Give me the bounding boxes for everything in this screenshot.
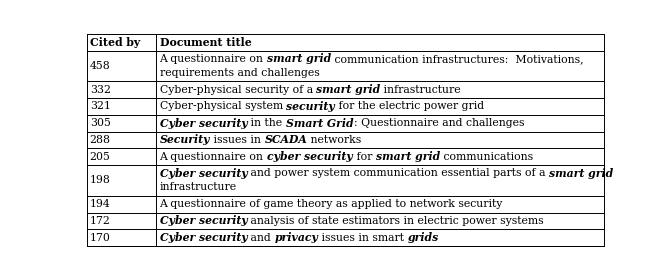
Text: in the: in the [247, 118, 286, 128]
Text: 288: 288 [90, 135, 111, 145]
Text: Smart Grid: Smart Grid [286, 118, 353, 129]
Text: communication infrastructures:  Motivations,: communication infrastructures: Motivatio… [331, 54, 584, 64]
Text: 305: 305 [90, 118, 111, 128]
Text: Cyber security: Cyber security [159, 232, 247, 243]
Text: communications: communications [439, 152, 533, 161]
Text: 458: 458 [90, 61, 110, 71]
Text: 172: 172 [90, 216, 111, 226]
Text: for: for [353, 152, 376, 161]
Text: Cyber-physical security of a: Cyber-physical security of a [159, 85, 316, 95]
Text: smart grid: smart grid [267, 53, 331, 65]
Text: Cyber security: Cyber security [159, 168, 247, 179]
Text: smart grid: smart grid [549, 168, 614, 179]
Text: security: security [286, 101, 335, 112]
Text: Document title: Document title [159, 37, 251, 48]
Text: analysis of state estimators in electric power systems: analysis of state estimators in electric… [247, 216, 544, 226]
Text: and: and [247, 233, 275, 243]
Text: infrastructure: infrastructure [380, 85, 461, 95]
Text: A questionnaire on: A questionnaire on [159, 54, 267, 64]
Text: A questionnaire of game theory as applied to network security: A questionnaire of game theory as applie… [159, 199, 503, 209]
Text: infrastructure: infrastructure [159, 183, 237, 193]
Text: cyber security: cyber security [267, 151, 353, 162]
Text: issues in smart: issues in smart [319, 233, 408, 243]
Text: grids: grids [408, 232, 439, 243]
Text: A questionnaire on: A questionnaire on [159, 152, 267, 161]
Text: 194: 194 [90, 199, 110, 209]
Text: Cyber-physical system: Cyber-physical system [159, 101, 286, 112]
Text: for the electric power grid: for the electric power grid [335, 101, 484, 112]
Text: smart grid: smart grid [376, 151, 439, 162]
Text: SCADA: SCADA [264, 134, 307, 145]
Text: networks: networks [307, 135, 362, 145]
Text: 170: 170 [90, 233, 111, 243]
Text: requirements and challenges: requirements and challenges [159, 68, 319, 78]
Text: issues in: issues in [210, 135, 264, 145]
Text: 205: 205 [90, 152, 111, 161]
Text: privacy: privacy [275, 232, 319, 243]
Text: Cited by: Cited by [90, 37, 140, 48]
Text: 332: 332 [90, 85, 111, 95]
Text: Cyber security: Cyber security [159, 118, 247, 129]
Text: Security: Security [159, 134, 210, 145]
Text: 198: 198 [90, 175, 111, 185]
Text: Cyber security: Cyber security [159, 215, 247, 226]
Text: and power system communication essential parts of a: and power system communication essential… [247, 168, 549, 178]
Text: 321: 321 [90, 101, 111, 112]
Text: : Questionnaire and challenges: : Questionnaire and challenges [353, 118, 524, 128]
Text: smart grid: smart grid [316, 84, 380, 95]
